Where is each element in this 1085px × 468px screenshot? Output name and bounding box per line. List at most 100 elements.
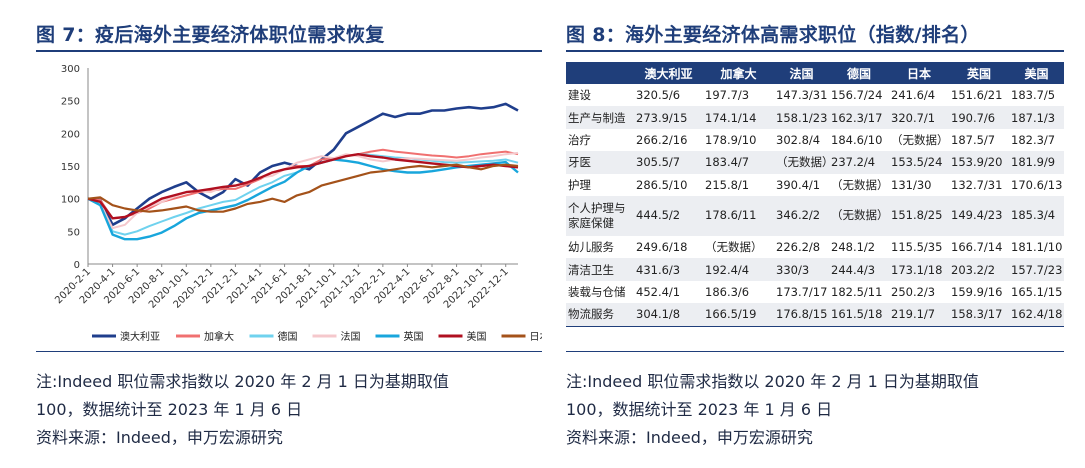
table-row: 装载与仓储 452.4/1 186.3/6 173.7/17 182.5/11 250.2… <box>566 281 1064 303</box>
bottom-rule <box>566 351 1064 352</box>
value-cell: 153.9/20 <box>949 151 1009 174</box>
column-header: 法国 <box>774 62 829 84</box>
value-cell: 187.5/7 <box>951 132 996 147</box>
bottom-rule <box>36 351 542 352</box>
legend-label: 法国 <box>341 330 361 343</box>
value-cell: 273.9/15 <box>634 106 703 129</box>
value-cell: 226.2/8 <box>776 240 821 255</box>
table-row: 物流服务 304.1/8 166.5/19 176.8/15 161.5/18 219.1… <box>566 303 1064 327</box>
figure-7-notes: 注:Indeed 职位需求指数以 2020 年 2 月 1 日为基期取值 100… <box>36 368 449 452</box>
value-cell: 173.1/18 <box>889 258 949 281</box>
y-tick-label: 150 <box>61 162 80 173</box>
value-cell: 158.3/17 <box>949 303 1009 327</box>
value-cell: 131/30 <box>891 177 932 192</box>
legend-label: 美国 <box>467 330 487 343</box>
value-cell: 151.8/25 <box>889 195 949 236</box>
value-cell: 286.5/10 <box>636 177 688 192</box>
value-cell: 165.1/15 <box>1011 284 1063 299</box>
occupation-cell: 装载与仓储 <box>568 284 626 299</box>
value-cell: 170.6/13 <box>1011 177 1063 192</box>
legend-label: 日本 <box>530 330 543 343</box>
occupation-cell: 清洁卫生 <box>566 258 634 281</box>
series-line <box>87 163 519 213</box>
value-cell: 215.8/1 <box>705 177 750 192</box>
table-row: 建设 320.5/6 197.7/3 147.3/31 156.7/24 241.6/4 1… <box>566 84 1064 106</box>
ranking-table: 澳大利亚 加拿大 法国 德国 日本 英国 美国 建设 320.5/6 197.7/3 147.3/… <box>566 62 1064 327</box>
y-tick-label: 50 <box>67 227 80 238</box>
value-cell: 237.2/4 <box>829 151 889 174</box>
value-cell: 346.2/2 <box>774 195 829 236</box>
value-cell: 452.4/1 <box>636 284 681 299</box>
y-tick-label: 250 <box>61 97 80 108</box>
value-cell: 181.9/9 <box>1009 151 1064 174</box>
y-tick-label: 100 <box>61 195 80 206</box>
value-cell: 166.7/14 <box>951 240 1003 255</box>
legend-label: 加拿大 <box>204 330 234 343</box>
figure-8-notes: 注:Indeed 职位需求指数以 2020 年 2 月 1 日为基期取值 100… <box>566 368 979 452</box>
value-cell: 184.6/10 <box>831 132 883 147</box>
value-cell: 182.5/11 <box>831 284 883 299</box>
value-cell: 390.4/1 <box>776 177 821 192</box>
value-cell: 320.5/6 <box>636 88 681 103</box>
value-cell: 186.3/6 <box>705 284 750 299</box>
table-row: 治疗 266.2/16 178.9/10 302.8/4 184.6/10 （无数据） 18… <box>566 129 1064 151</box>
occupation-cell: 建设 <box>568 88 591 103</box>
value-cell: 241.6/4 <box>891 88 936 103</box>
occupation-cell: 护理 <box>568 177 591 192</box>
table-row: 个人护理与家庭保健 444.5/2 178.6/11 346.2/2 （无数据） 151.… <box>566 195 1064 236</box>
value-cell: 173.7/17 <box>776 284 828 299</box>
table-row: 生产与制造 273.9/15 174.1/14 158.1/23 162.3/17 320… <box>566 106 1064 129</box>
series-line <box>87 151 519 230</box>
source-line: 资料来源：Indeed，申万宏源研究 <box>566 428 813 447</box>
value-cell: 320.7/1 <box>889 106 949 129</box>
value-cell: 162.3/17 <box>829 106 889 129</box>
y-tick-label: 200 <box>61 129 80 140</box>
column-header: 德国 <box>829 62 889 84</box>
value-cell: 444.5/2 <box>634 195 703 236</box>
occupation-cell: 物流服务 <box>566 303 634 327</box>
value-cell: 149.4/23 <box>949 195 1009 236</box>
value-cell: （无数据） <box>829 195 889 236</box>
column-header: 美国 <box>1009 62 1064 84</box>
table-row: 护理 286.5/10 215.8/1 390.4/1 （无数据） 131/30 132.7… <box>566 174 1064 196</box>
column-header: 英国 <box>949 62 1009 84</box>
value-cell: 185.3/4 <box>1009 195 1064 236</box>
y-tick-label: 300 <box>61 64 80 75</box>
value-cell: 192.4/4 <box>703 258 774 281</box>
value-cell: 266.2/16 <box>636 132 688 147</box>
value-cell: 147.3/31 <box>776 88 828 103</box>
table-row: 清洁卫生 431.6/3 192.4/4 330/3 244.4/3 173.1/18 20… <box>566 258 1064 281</box>
value-cell: （无数据） <box>891 132 949 147</box>
value-cell: 174.1/14 <box>703 106 774 129</box>
occupation-cell: 生产与制造 <box>566 106 634 129</box>
note-line: 注:Indeed 职位需求指数以 2020 年 2 月 1 日为基期取值 <box>36 372 449 391</box>
value-cell: 182.3/7 <box>1011 132 1056 147</box>
value-cell: 305.5/7 <box>634 151 703 174</box>
value-cell: 330/3 <box>774 258 829 281</box>
table-row: 幼儿服务 249.6/18 （无数据） 226.2/8 248.1/2 115.5/35 1… <box>566 236 1064 258</box>
legend-label: 德国 <box>278 330 298 343</box>
value-cell: 178.6/11 <box>703 195 774 236</box>
value-cell: 157.7/23 <box>1009 258 1064 281</box>
value-cell: 183.7/5 <box>1011 88 1056 103</box>
value-cell: 197.7/3 <box>705 88 750 103</box>
value-cell: 187.1/3 <box>1009 106 1064 129</box>
figure-8-title: 图 8：海外主要经济体高需求职位（指数/排名） <box>566 24 980 46</box>
value-cell: 162.4/18 <box>1009 303 1064 327</box>
value-cell: （无数据） <box>831 177 889 192</box>
value-cell: 132.7/31 <box>951 177 1003 192</box>
value-cell: （无数据） <box>705 240 763 255</box>
row-header-cell <box>566 62 634 84</box>
value-cell: 190.7/6 <box>949 106 1009 129</box>
y-tick-label: 0 <box>74 260 80 271</box>
value-cell: 153.5/24 <box>889 151 949 174</box>
figure-7-title: 图 7：疫后海外主要经济体职位需求恢复 <box>36 24 385 46</box>
value-cell: 161.5/18 <box>829 303 889 327</box>
value-cell: 203.2/2 <box>949 258 1009 281</box>
note-line: 注:Indeed 职位需求指数以 2020 年 2 月 1 日为基期取值 <box>566 372 979 391</box>
legend-label: 澳大利亚 <box>120 330 160 343</box>
value-cell: 178.9/10 <box>705 132 757 147</box>
source-line: 资料来源：Indeed，申万宏源研究 <box>36 428 283 447</box>
value-cell: 176.8/15 <box>774 303 829 327</box>
value-cell: 249.6/18 <box>636 240 688 255</box>
